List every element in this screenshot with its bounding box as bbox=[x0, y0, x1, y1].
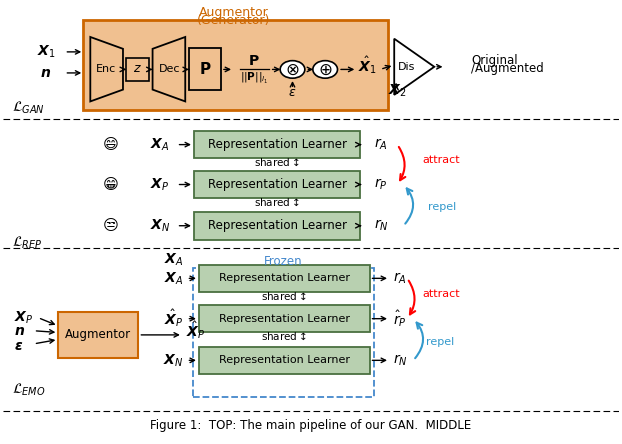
Text: Original: Original bbox=[471, 54, 518, 67]
Text: $\boldsymbol{X}_P$: $\boldsymbol{X}_P$ bbox=[14, 309, 33, 326]
Text: $r_P$: $r_P$ bbox=[374, 177, 388, 192]
Polygon shape bbox=[152, 37, 185, 101]
Text: $z$: $z$ bbox=[133, 63, 142, 75]
Text: $\hat{r}_P$: $\hat{r}_P$ bbox=[393, 309, 407, 329]
Text: $r_A$: $r_A$ bbox=[374, 137, 388, 152]
Text: 😄: 😄 bbox=[103, 137, 119, 152]
Text: shared$\updownarrow$: shared$\updownarrow$ bbox=[254, 197, 300, 208]
Text: $r_A$: $r_A$ bbox=[393, 271, 407, 286]
Bar bbox=[58, 312, 139, 358]
Text: $\boldsymbol{X}_N$: $\boldsymbol{X}_N$ bbox=[163, 352, 183, 369]
Text: $r_N$: $r_N$ bbox=[374, 218, 389, 234]
Text: $\oplus$: $\oplus$ bbox=[318, 60, 332, 79]
Text: 😁: 😁 bbox=[103, 177, 119, 192]
Text: $\boldsymbol{X}_A$: $\boldsymbol{X}_A$ bbox=[164, 252, 183, 268]
Text: shared$\updownarrow$: shared$\updownarrow$ bbox=[261, 331, 307, 342]
Text: $r_N$: $r_N$ bbox=[393, 353, 408, 368]
Text: Enc: Enc bbox=[96, 64, 116, 75]
Text: $\mathcal{L}_{EMO}$: $\mathcal{L}_{EMO}$ bbox=[12, 381, 45, 398]
Text: Representation Learner: Representation Learner bbox=[208, 138, 346, 151]
Bar bbox=[199, 265, 369, 292]
Text: 😒: 😒 bbox=[103, 218, 119, 233]
Circle shape bbox=[280, 61, 305, 78]
Bar bbox=[126, 58, 149, 81]
Text: Dis: Dis bbox=[398, 62, 415, 72]
Text: $\boldsymbol{X}_P$: $\boldsymbol{X}_P$ bbox=[151, 176, 170, 193]
Text: $\boldsymbol{X}_N$: $\boldsymbol{X}_N$ bbox=[150, 218, 170, 234]
Text: attract: attract bbox=[422, 155, 460, 165]
Text: $\epsilon$: $\epsilon$ bbox=[289, 86, 297, 99]
Text: Representation Learner: Representation Learner bbox=[219, 274, 350, 283]
Text: $\mathbf{P}$: $\mathbf{P}$ bbox=[198, 61, 211, 77]
Text: /Augmented: /Augmented bbox=[471, 62, 544, 75]
Text: Figure 1:  TOP: The main pipeline of our GAN.  MIDDLE: Figure 1: TOP: The main pipeline of our … bbox=[151, 420, 471, 432]
Text: $\hat{\boldsymbol{X}}_1$: $\hat{\boldsymbol{X}}_1$ bbox=[358, 54, 377, 76]
Text: $\boldsymbol{n}$: $\boldsymbol{n}$ bbox=[40, 66, 52, 80]
Text: $\boldsymbol{X}_A$: $\boldsymbol{X}_A$ bbox=[164, 270, 183, 286]
Text: Representation Learner: Representation Learner bbox=[219, 355, 350, 365]
Text: Representation Learner: Representation Learner bbox=[208, 178, 346, 191]
Text: attract: attract bbox=[422, 289, 460, 299]
Text: $\boldsymbol{X}_2$: $\boldsymbol{X}_2$ bbox=[388, 82, 407, 99]
Bar bbox=[199, 305, 369, 333]
Bar bbox=[194, 131, 360, 159]
Bar bbox=[83, 20, 388, 110]
Text: $\otimes$: $\otimes$ bbox=[285, 60, 300, 79]
Text: Dec: Dec bbox=[159, 64, 180, 75]
Text: $||\mathbf{P}||_{l_1}$: $||\mathbf{P}||_{l_1}$ bbox=[240, 71, 269, 86]
Text: repel: repel bbox=[425, 337, 454, 347]
Text: $\hat{\boldsymbol{X}}_P$: $\hat{\boldsymbol{X}}_P$ bbox=[186, 320, 205, 341]
Text: Representation Learner: Representation Learner bbox=[219, 313, 350, 324]
Text: shared$\updownarrow$: shared$\updownarrow$ bbox=[254, 157, 300, 168]
Circle shape bbox=[313, 61, 338, 78]
Bar bbox=[194, 170, 360, 198]
Polygon shape bbox=[394, 39, 434, 95]
Text: $\mathcal{L}_{REP}$: $\mathcal{L}_{REP}$ bbox=[12, 235, 42, 251]
Text: $\boldsymbol{X}_1$: $\boldsymbol{X}_1$ bbox=[37, 44, 55, 60]
Text: $\mathcal{L}_{GAN}$: $\mathcal{L}_{GAN}$ bbox=[12, 100, 45, 116]
Text: repel: repel bbox=[428, 202, 457, 212]
Text: $\boldsymbol{n}$: $\boldsymbol{n}$ bbox=[14, 324, 25, 338]
Text: $\boldsymbol{\epsilon}$: $\boldsymbol{\epsilon}$ bbox=[14, 339, 23, 353]
Bar bbox=[193, 268, 374, 397]
Bar bbox=[199, 346, 369, 374]
Text: Augmentor: Augmentor bbox=[65, 329, 131, 341]
Text: Augmentor: Augmentor bbox=[199, 6, 269, 19]
Text: $\boldsymbol{X}_A$: $\boldsymbol{X}_A$ bbox=[150, 136, 170, 153]
Text: $\mathbf{P}$: $\mathbf{P}$ bbox=[248, 54, 260, 67]
Text: (Generator): (Generator) bbox=[197, 14, 271, 27]
Text: $\hat{\boldsymbol{X}}_P$: $\hat{\boldsymbol{X}}_P$ bbox=[164, 308, 183, 329]
Text: Frozen: Frozen bbox=[264, 255, 303, 268]
Bar bbox=[189, 48, 221, 91]
Bar bbox=[194, 212, 360, 239]
Polygon shape bbox=[90, 37, 123, 101]
Text: shared$\updownarrow$: shared$\updownarrow$ bbox=[261, 291, 307, 302]
Text: Representation Learner: Representation Learner bbox=[208, 219, 346, 232]
